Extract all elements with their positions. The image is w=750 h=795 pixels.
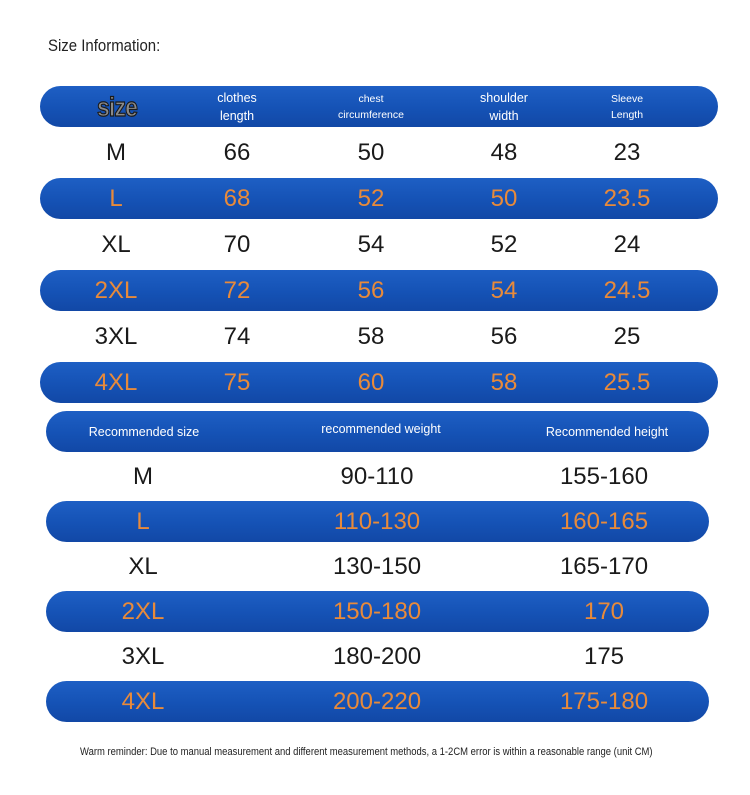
size-table-header: size clothes length chest circumference … bbox=[40, 86, 718, 127]
rec-height-cell: 170 bbox=[583, 597, 625, 625]
rec-weight-cell: 150-180 bbox=[332, 597, 422, 625]
length-header-cell: clothes length bbox=[217, 86, 257, 127]
page-title: Size Information: bbox=[48, 36, 161, 55]
recommend-table-row: 2XL 150-180 170 bbox=[46, 591, 709, 632]
rec-weight-header: recommended weight bbox=[321, 421, 441, 436]
size-cell: 3XL bbox=[94, 322, 138, 350]
sleeve-cell: 25.5 bbox=[603, 368, 651, 396]
chest-cell: 54 bbox=[357, 230, 385, 258]
chest-cell: 60 bbox=[357, 368, 385, 396]
recommend-table-row: XL 130-150 165-170 bbox=[46, 546, 709, 587]
recommend-table-row: 4XL 200-220 175-180 bbox=[46, 681, 709, 722]
size-table-row: L 68 52 50 23.5 bbox=[40, 178, 718, 219]
size-header-label: size bbox=[96, 91, 138, 122]
chest-cell: 52 bbox=[357, 184, 385, 212]
size-table-row: 2XL 72 56 54 24.5 bbox=[40, 270, 718, 311]
size-table-row: 4XL 75 60 58 25.5 bbox=[40, 362, 718, 403]
chest-cell: 56 bbox=[357, 276, 385, 304]
shoulder-header-line2: width bbox=[489, 108, 519, 123]
size-table-row: XL 70 54 52 24 bbox=[40, 224, 718, 265]
sleeve-header-line2: Length bbox=[610, 108, 644, 121]
size-cell: 2XL bbox=[94, 276, 138, 304]
chest-cell: 50 bbox=[357, 138, 385, 166]
length-cell: 68 bbox=[223, 184, 251, 212]
rec-height-cell: 160-165 bbox=[559, 507, 649, 535]
rec-weight-cell: 90-110 bbox=[340, 462, 414, 490]
size-cell: XL bbox=[101, 230, 131, 258]
sleeve-cell: 24.5 bbox=[603, 276, 651, 304]
rec-height-header: Recommended height bbox=[545, 424, 669, 439]
sleeve-header-line1: Sleeve bbox=[610, 92, 644, 105]
sleeve-cell: 25 bbox=[613, 322, 641, 350]
rec-weight-cell: 200-220 bbox=[332, 687, 422, 715]
size-table-row: 3XL 74 58 56 25 bbox=[40, 316, 718, 357]
rec-size-cell: L bbox=[136, 507, 150, 535]
length-cell: 70 bbox=[223, 230, 251, 258]
size-cell: M bbox=[106, 138, 126, 166]
shoulder-header-line1: shoulder bbox=[480, 90, 528, 105]
chest-header-line1: chest bbox=[358, 92, 384, 105]
chest-header-line2: circumference bbox=[338, 108, 404, 121]
size-cell: L bbox=[109, 184, 123, 212]
rec-height-cell: 175 bbox=[583, 642, 625, 670]
rec-weight-cell: 110-130 bbox=[333, 507, 421, 535]
rec-size-cell: 3XL bbox=[121, 642, 165, 670]
warm-reminder-note: Warm reminder: Due to manual measurement… bbox=[80, 746, 653, 758]
rec-size-header: Recommended size bbox=[88, 424, 200, 439]
shoulder-header-cell: shoulder width bbox=[480, 86, 528, 127]
sleeve-cell: 23 bbox=[613, 138, 641, 166]
size-table-row: M 66 50 48 23 bbox=[40, 132, 718, 173]
chest-header-cell: chest circumference bbox=[338, 86, 404, 127]
rec-weight-cell: 130-150 bbox=[332, 552, 422, 580]
shoulder-cell: 54 bbox=[490, 276, 518, 304]
recommend-table-row: 3XL 180-200 175 bbox=[46, 636, 709, 677]
shoulder-cell: 58 bbox=[490, 368, 518, 396]
sleeve-cell: 24 bbox=[613, 230, 641, 258]
rec-weight-cell: 180-200 bbox=[332, 642, 422, 670]
shoulder-cell: 50 bbox=[490, 184, 518, 212]
length-cell: 66 bbox=[223, 138, 251, 166]
size-cell: 4XL bbox=[94, 368, 138, 396]
recommend-table-row: L 110-130 160-165 bbox=[46, 501, 709, 542]
recommend-table-row: M 90-110 155-160 bbox=[46, 456, 709, 497]
rec-size-cell: 4XL bbox=[121, 687, 165, 715]
shoulder-cell: 52 bbox=[490, 230, 518, 258]
length-cell: 74 bbox=[223, 322, 251, 350]
rec-height-cell: 175-180 bbox=[559, 687, 649, 715]
rec-size-cell: M bbox=[133, 462, 153, 490]
sleeve-header-cell: Sleeve Length bbox=[611, 86, 643, 127]
shoulder-cell: 56 bbox=[490, 322, 518, 350]
chest-cell: 58 bbox=[357, 322, 385, 350]
shoulder-cell: 48 bbox=[490, 138, 518, 166]
recommend-table-header: Recommended size recommended weight Reco… bbox=[46, 411, 709, 452]
length-cell: 75 bbox=[223, 368, 251, 396]
length-header-line1: clothes bbox=[217, 90, 257, 105]
length-header-line2: length bbox=[219, 108, 255, 123]
length-cell: 72 bbox=[223, 276, 251, 304]
rec-size-cell: 2XL bbox=[121, 597, 165, 625]
rec-size-cell: XL bbox=[128, 552, 158, 580]
sleeve-cell: 23.5 bbox=[603, 184, 651, 212]
size-header-cell: size bbox=[93, 86, 140, 127]
rec-height-cell: 165-170 bbox=[559, 552, 649, 580]
rec-height-cell: 155-160 bbox=[559, 462, 649, 490]
